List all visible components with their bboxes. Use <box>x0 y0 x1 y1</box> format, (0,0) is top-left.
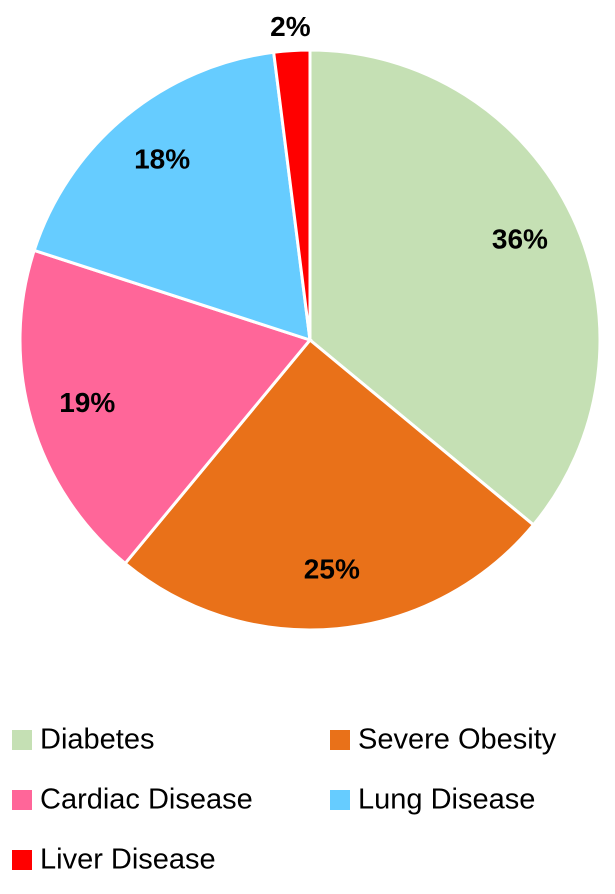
legend-label: Diabetes <box>40 724 154 756</box>
data-label: 25% <box>304 553 360 584</box>
pie-slice <box>123 337 536 632</box>
legend-swatch <box>330 730 350 750</box>
data-label: 2% <box>270 11 311 42</box>
pie-slice <box>271 48 312 341</box>
legend-swatch <box>330 790 350 810</box>
data-label: 18% <box>134 144 190 175</box>
legend-label: Lung Disease <box>358 784 535 816</box>
legend-swatch <box>12 730 32 750</box>
legend-label: Severe Obesity <box>358 724 557 756</box>
legend-swatch <box>12 850 32 870</box>
pie-slice <box>308 48 602 527</box>
legend-swatch <box>12 790 32 810</box>
data-label: 36% <box>492 224 548 255</box>
pie-slice <box>18 248 313 566</box>
pie-slice <box>32 50 312 343</box>
legend-label: Cardiac Disease <box>40 784 253 816</box>
data-label: 19% <box>59 387 115 418</box>
legend-label: Liver Disease <box>40 844 216 876</box>
